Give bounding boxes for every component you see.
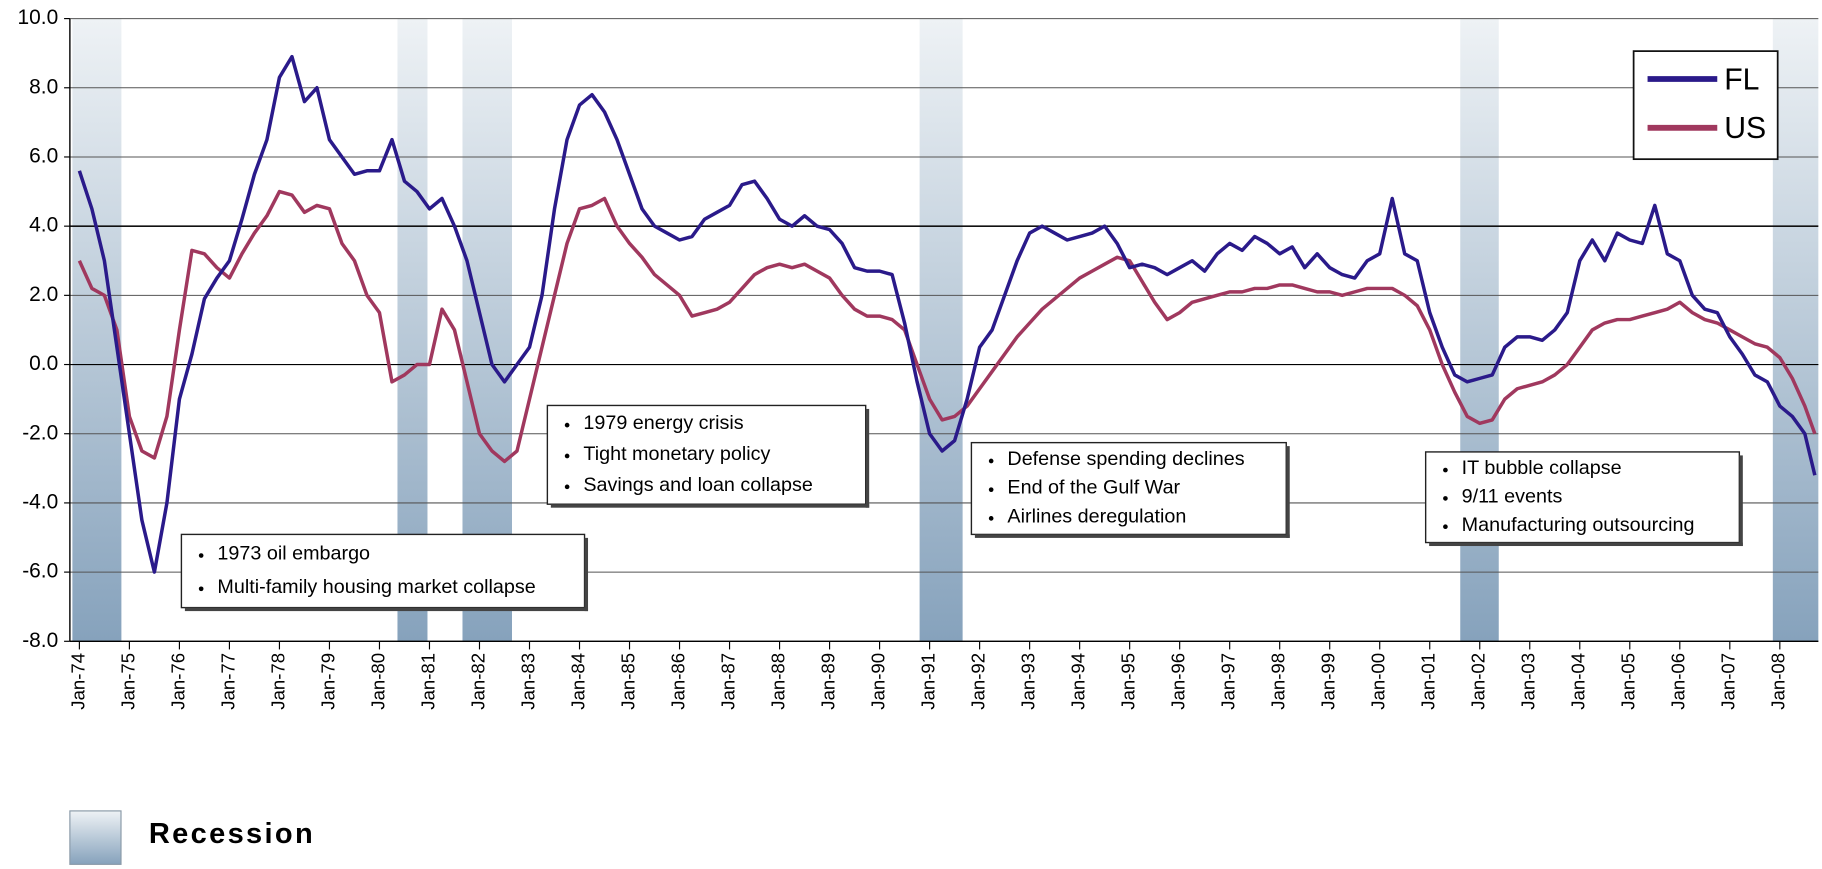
annotation-text: Manufacturing outsourcing: [1462, 514, 1695, 536]
x-tick-label: Jan-97: [1218, 653, 1239, 710]
bullet: [1443, 496, 1448, 501]
x-tick-label: Jan-89: [817, 653, 838, 710]
x-tick-label: Jan-75: [117, 653, 138, 710]
bullet: [988, 458, 994, 464]
x-tick-label: Jan-08: [1768, 653, 1789, 710]
x-tick-label: Jan-84: [567, 653, 588, 710]
x-tick-label: Jan-83: [517, 653, 538, 710]
y-tick-label: 10.0: [18, 6, 59, 29]
x-tick-label: Jan-80: [367, 653, 388, 710]
bullet: [198, 586, 204, 592]
bullet: [1443, 467, 1448, 473]
y-tick-label: 6.0: [29, 144, 58, 167]
annotation-shadow: [184, 607, 589, 612]
annotation-text: 9/11 events: [1462, 485, 1563, 507]
bullet: [988, 487, 994, 493]
x-tick-label: Jan-86: [667, 653, 688, 710]
recession-legend-label: Recession: [149, 818, 315, 850]
bullet: [198, 553, 204, 558]
annotation-box: [180, 533, 586, 609]
x-tick-label: Jan-95: [1118, 653, 1139, 710]
series-line: [77, 189, 1817, 464]
y-tick-label: -8.0: [22, 629, 58, 652]
x-tick-label: Jan-94: [1068, 653, 1089, 710]
x-tick-label: Jan-96: [1168, 653, 1189, 710]
x-tick-label: Jan-93: [1018, 653, 1039, 710]
x-tick-label: Jan-03: [1518, 653, 1539, 710]
x-tick-label: Jan-92: [968, 653, 989, 710]
y-tick-label: -6.0: [22, 560, 58, 583]
annotation-text: Tight monetary policy: [583, 443, 770, 465]
recession-band: [1772, 18, 1819, 642]
legend-label: FL: [1724, 63, 1759, 96]
bullet: [988, 516, 994, 521]
annotation-box: [1424, 451, 1741, 544]
y-tick-label: 8.0: [29, 75, 58, 98]
x-tick-label: Jan-04: [1568, 653, 1589, 710]
x-tick-label: Jan-76: [167, 653, 188, 710]
x-tick-label: Jan-01: [1418, 653, 1439, 710]
x-tick-label: Jan-07: [1718, 653, 1739, 710]
annotation-box: [970, 441, 1287, 536]
recession-legend-swatch: [69, 810, 122, 865]
annotation-shadow: [1429, 542, 1743, 547]
annotation-text: Defense spending declines: [1007, 448, 1244, 470]
series-line: [77, 54, 1817, 574]
x-tick-label: Jan-79: [317, 653, 338, 710]
x-tick-label: Jan-99: [1318, 653, 1339, 710]
x-tick-label: Jan-82: [467, 653, 488, 710]
y-tick-label: 4.0: [29, 214, 58, 237]
y-tick-label: -4.0: [22, 490, 58, 513]
recession-band: [1460, 18, 1499, 642]
legend-box: [1632, 50, 1779, 161]
y-tick-label: 2.0: [29, 283, 58, 306]
x-tick-label: Jan-05: [1618, 653, 1639, 710]
annotation-shadow: [1286, 446, 1290, 538]
bullet: [564, 422, 570, 428]
annotation-shadow: [550, 504, 870, 508]
x-tick-label: Jan-87: [717, 653, 738, 710]
annotation-text: Multi-family housing market collapse: [217, 576, 535, 598]
x-tick-label: Jan-78: [267, 653, 288, 710]
bullet: [1443, 524, 1448, 530]
x-tick-label: Jan-85: [617, 653, 638, 710]
x-tick-label: Jan-74: [67, 653, 88, 710]
annotation-text: Savings and loan collapse: [583, 474, 812, 496]
x-tick-label: Jan-88: [767, 653, 788, 710]
annotation-shadow: [584, 537, 589, 612]
annotation-text: IT bubble collapse: [1462, 457, 1622, 479]
x-tick-label: Jan-90: [867, 653, 888, 710]
annotation-shadow: [865, 408, 870, 508]
x-tick-label: Jan-00: [1368, 653, 1389, 710]
annotation-text: Airlines deregulation: [1007, 505, 1186, 527]
annotation-text: 1979 energy crisis: [583, 412, 743, 434]
x-tick-label: Jan-98: [1268, 653, 1289, 710]
recession-band: [919, 18, 963, 642]
y-tick-label: 0.0: [29, 352, 58, 375]
annotation-text: End of the Gulf War: [1007, 477, 1180, 499]
annotation-shadow: [974, 534, 1290, 538]
annotation-text: 1973 oil embargo: [217, 543, 370, 565]
x-tick-label: Jan-91: [918, 653, 939, 710]
x-tick-label: Jan-77: [217, 653, 238, 710]
bullet: [564, 453, 570, 459]
bullet: [564, 484, 570, 490]
annotation-shadow: [1739, 455, 1743, 547]
legend-label: US: [1724, 112, 1766, 145]
y-tick-label: -2.0: [22, 421, 58, 444]
x-tick-label: Jan-81: [417, 653, 438, 710]
x-tick-label: Jan-06: [1668, 653, 1689, 710]
x-tick-label: Jan-02: [1468, 653, 1489, 710]
